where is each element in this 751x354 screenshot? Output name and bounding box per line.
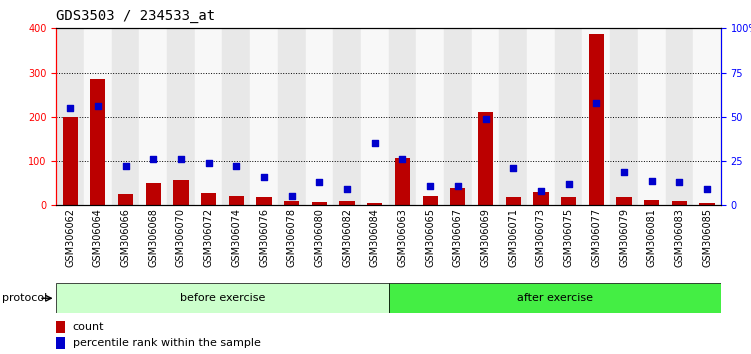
Bar [638, 28, 665, 205]
Point [285, 194, 297, 199]
Bar [617, 198, 632, 205]
Point [507, 165, 519, 171]
Bar [665, 28, 693, 205]
Bar [195, 28, 222, 205]
Point [590, 100, 602, 105]
Point [147, 156, 159, 162]
Point [562, 181, 575, 187]
Bar [56, 321, 65, 333]
Point [369, 141, 381, 146]
Text: after exercise: after exercise [517, 293, 593, 303]
Bar [672, 201, 687, 205]
Point [313, 179, 325, 185]
Bar [499, 28, 527, 205]
Text: count: count [73, 322, 104, 332]
Point [64, 105, 76, 111]
Bar [693, 28, 721, 205]
Bar [561, 198, 576, 205]
Bar [389, 28, 416, 205]
Bar [416, 28, 444, 205]
Bar [312, 202, 327, 205]
Point [119, 164, 131, 169]
Bar [140, 28, 167, 205]
Bar [222, 28, 250, 205]
Bar [451, 188, 466, 205]
Point [397, 156, 409, 162]
Text: before exercise: before exercise [179, 293, 265, 303]
Bar [118, 194, 133, 205]
Point [231, 164, 243, 169]
Bar [339, 201, 354, 205]
Bar [173, 180, 189, 205]
Bar [527, 28, 555, 205]
Bar [167, 28, 195, 205]
Bar [84, 28, 112, 205]
Bar [62, 117, 78, 205]
Bar [589, 34, 604, 205]
Bar [555, 28, 583, 205]
Point [701, 187, 713, 192]
Bar [112, 28, 140, 205]
Bar [146, 183, 161, 205]
Point [203, 160, 215, 166]
Bar [533, 192, 548, 205]
Text: protocol: protocol [2, 293, 47, 303]
Bar [229, 195, 244, 205]
Bar [284, 201, 300, 205]
Point [258, 174, 270, 180]
Point [618, 169, 630, 175]
Text: GDS3503 / 234533_at: GDS3503 / 234533_at [56, 9, 216, 23]
Bar [478, 113, 493, 205]
Bar [583, 28, 610, 205]
Bar [306, 28, 333, 205]
Point [175, 156, 187, 162]
Bar [395, 158, 410, 205]
Bar [256, 198, 272, 205]
Point [92, 103, 104, 109]
Point [341, 187, 353, 192]
Point [424, 183, 436, 189]
Bar [610, 28, 638, 205]
Bar [444, 28, 472, 205]
Bar [90, 79, 105, 205]
Bar [423, 195, 438, 205]
Point [535, 188, 547, 194]
Bar [250, 28, 278, 205]
Bar [367, 203, 382, 205]
Point [646, 178, 658, 183]
Bar [644, 200, 659, 205]
Point [674, 179, 686, 185]
Bar [699, 202, 715, 205]
Bar [505, 198, 521, 205]
Bar [56, 337, 65, 349]
Bar [361, 28, 389, 205]
Point [452, 183, 464, 189]
Bar [472, 28, 499, 205]
Bar [389, 283, 721, 313]
Bar [56, 28, 84, 205]
Point [480, 116, 492, 121]
Bar [278, 28, 306, 205]
Bar [201, 193, 216, 205]
Text: percentile rank within the sample: percentile rank within the sample [73, 338, 261, 348]
Bar [56, 283, 389, 313]
Bar [333, 28, 361, 205]
